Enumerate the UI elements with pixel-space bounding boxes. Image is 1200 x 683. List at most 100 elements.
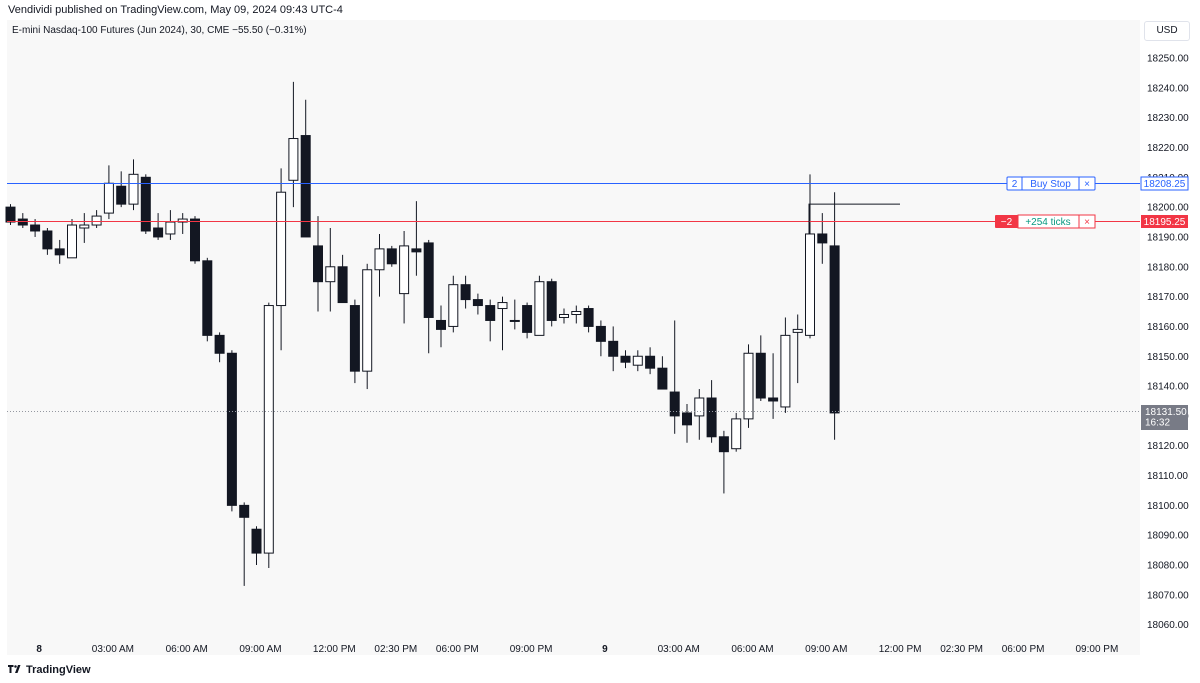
candle (214, 332, 225, 363)
candle-body-down (645, 355, 656, 369)
time-tick-label: 09:00 AM (805, 644, 847, 655)
candle-body-down (226, 352, 237, 506)
candle (67, 219, 77, 259)
candle (534, 275, 545, 336)
candle (448, 275, 459, 333)
candle-body-down (669, 391, 680, 417)
candle-body-down (337, 266, 348, 304)
candle (645, 347, 656, 375)
footer-brand: TradingView (8, 664, 91, 676)
candle-body-down (42, 230, 53, 250)
candle-body-up (362, 269, 373, 372)
candle-body-up (67, 224, 77, 259)
candle (657, 356, 668, 390)
candle-body-down (349, 305, 360, 372)
candle (177, 213, 188, 234)
price-scale[interactable] (1140, 20, 1193, 655)
candle (411, 201, 422, 276)
candle-body-up (731, 418, 742, 450)
price-tick-label: 18070.00 (1147, 590, 1189, 601)
candle-body-down (17, 218, 28, 226)
price-tick-label: 18090.00 (1147, 531, 1189, 542)
candle (251, 526, 262, 566)
candle (706, 380, 717, 443)
candle-body-down (5, 206, 16, 223)
candle-body-down (30, 224, 41, 232)
position-label[interactable]: −2 +254 ticks × (995, 214, 1096, 229)
candle (460, 275, 471, 309)
candle-body-up (374, 248, 385, 271)
close-icon[interactable]: × (1084, 217, 1090, 228)
candle-body-down (313, 245, 323, 283)
candle (669, 320, 680, 434)
candle (263, 302, 274, 569)
candle-body-down (190, 218, 200, 262)
tradingview-logo-icon (8, 665, 21, 673)
price-tick-label: 18240.00 (1147, 83, 1189, 94)
candle (743, 344, 754, 428)
candle (91, 210, 102, 229)
candle (300, 99, 311, 238)
candle (497, 296, 508, 351)
price-tick-label: 18170.00 (1147, 292, 1189, 303)
price-tick-labels: 18250.0018240.0018230.0018220.0018210.00… (1147, 54, 1189, 632)
candle (559, 308, 569, 324)
candle-body-down (423, 242, 434, 318)
time-tick-label: 12:00 PM (879, 644, 922, 655)
candle (731, 412, 742, 452)
candle (399, 230, 410, 324)
position-qty: −2 (1001, 217, 1013, 228)
time-tick-label: 12:00 PM (313, 644, 356, 655)
candle (128, 159, 139, 211)
time-tick-label: 02:30 PM (374, 644, 417, 655)
buy-stop-text: Buy Stop (1030, 179, 1071, 190)
candle-body-down (214, 334, 225, 354)
candle-body-up (509, 319, 520, 322)
candle (583, 305, 594, 333)
candle (805, 174, 815, 339)
candle (190, 216, 200, 264)
candle-body-down (153, 227, 164, 238)
time-tick-label: 9 (602, 644, 608, 655)
time-tick-label: 03:00 AM (658, 644, 700, 655)
candle (42, 228, 53, 255)
time-tick-label: 06:00 PM (436, 644, 479, 655)
candle-body-up (448, 284, 459, 327)
candle-body-down (829, 245, 840, 414)
published-header: Vendividi published on TradingView.com, … (8, 4, 343, 16)
symbol-legend[interactable]: E-mini Nasdaq-100 Futures (Jun 2024), 30… (12, 25, 307, 36)
candle (140, 174, 151, 234)
price-tick-label: 18250.00 (1147, 54, 1189, 65)
candle-body-down (706, 397, 717, 438)
close-icon[interactable]: × (1084, 179, 1090, 190)
chart-pane[interactable] (7, 20, 1140, 655)
candle-body-up (288, 138, 299, 181)
order-drag-bracket (808, 203, 900, 234)
buy-stop-order-label[interactable]: 2 Buy Stop × (1006, 176, 1096, 191)
candle-body-down (202, 260, 213, 336)
candle (165, 210, 176, 240)
candle-body-down (485, 305, 496, 321)
candle-body-down (472, 299, 483, 307)
candle (608, 326, 619, 372)
candle (792, 314, 803, 384)
candle-body-up (325, 266, 336, 283)
candle (276, 168, 287, 351)
candle-body-down (546, 281, 557, 321)
candle (546, 278, 557, 327)
candle-body-down (608, 340, 619, 357)
candle-body-up (91, 215, 102, 226)
price-tick-label: 18160.00 (1147, 322, 1189, 333)
candle (313, 216, 323, 312)
candle (362, 263, 373, 390)
candle (436, 305, 446, 348)
candle (423, 239, 434, 354)
candle (79, 213, 90, 243)
candle (509, 299, 520, 330)
candle-body-down (116, 185, 127, 205)
currency-label[interactable]: USD (1144, 21, 1190, 41)
candle-body-up (263, 305, 274, 554)
candle (485, 299, 496, 342)
candle-body-down (251, 528, 262, 554)
